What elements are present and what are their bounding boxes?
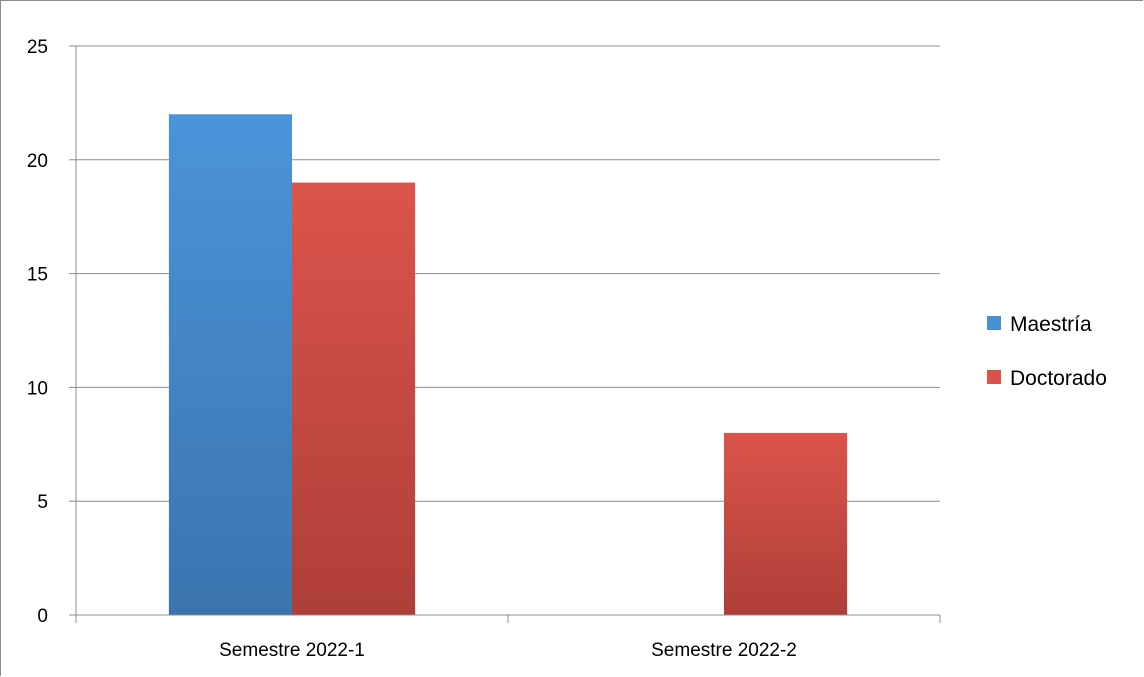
y-tick-labels: 0 5 10 15 20 25 [27, 37, 48, 627]
legend-swatch-doctorado [987, 370, 1001, 384]
axes [69, 45, 941, 623]
legend-swatch-maestria [987, 316, 1001, 330]
y-tick-label: 20 [27, 151, 48, 172]
x-tick-label: Semestre 2022-1 [219, 640, 365, 661]
bar-maestria [168, 114, 292, 615]
legend: Maestría Doctorado [987, 313, 1107, 390]
x-tick-labels: Semestre 2022-1 Semestre 2022-2 [219, 640, 797, 661]
legend-label: Doctorado [1010, 367, 1107, 390]
y-tick-label: 25 [27, 37, 48, 58]
y-tick-label: 10 [27, 378, 48, 399]
legend-label: Maestría [1010, 313, 1092, 336]
x-tick-label: Semestre 2022-2 [651, 640, 797, 661]
bar-doctorado [292, 182, 416, 615]
bars [168, 114, 848, 615]
y-tick-label: 15 [27, 265, 48, 286]
y-tick-label: 0 [37, 606, 48, 627]
bar-doctorado [724, 432, 848, 615]
y-tick-label: 5 [37, 492, 48, 513]
